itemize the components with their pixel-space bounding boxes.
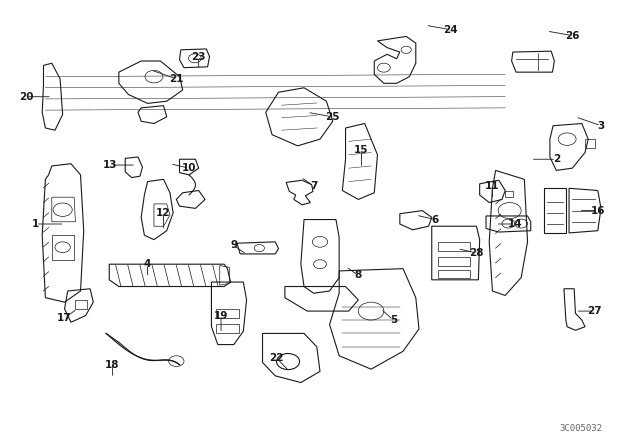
Text: 22: 22 <box>269 353 284 363</box>
Text: 27: 27 <box>588 306 602 316</box>
Text: 12: 12 <box>156 208 171 218</box>
Text: 23: 23 <box>191 52 206 61</box>
Text: 15: 15 <box>355 145 369 155</box>
Text: 14: 14 <box>508 219 522 229</box>
Text: 28: 28 <box>469 248 484 258</box>
Text: 26: 26 <box>565 30 579 40</box>
Text: 1: 1 <box>32 219 40 229</box>
Text: 4: 4 <box>144 259 151 269</box>
Text: 17: 17 <box>57 313 72 323</box>
Text: 9: 9 <box>230 241 237 250</box>
Text: 16: 16 <box>591 206 605 215</box>
Text: 3: 3 <box>597 121 605 131</box>
Text: 25: 25 <box>326 112 340 122</box>
Text: 11: 11 <box>485 181 500 191</box>
Text: 6: 6 <box>431 215 438 224</box>
Text: 10: 10 <box>182 163 196 173</box>
Text: 3C005032: 3C005032 <box>559 424 602 433</box>
Text: 20: 20 <box>19 92 33 102</box>
Text: 24: 24 <box>444 25 458 35</box>
Text: 5: 5 <box>390 315 397 325</box>
Text: 8: 8 <box>355 270 362 280</box>
Text: 18: 18 <box>105 360 120 370</box>
Text: 7: 7 <box>310 181 317 191</box>
Text: 19: 19 <box>214 310 228 321</box>
Text: 13: 13 <box>103 160 118 170</box>
Text: 2: 2 <box>553 154 560 164</box>
Text: 21: 21 <box>169 74 184 84</box>
